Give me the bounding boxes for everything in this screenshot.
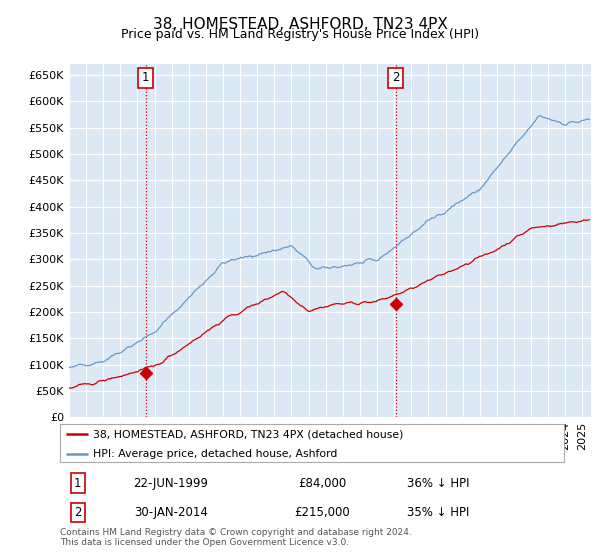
Text: 38, HOMESTEAD, ASHFORD, TN23 4PX: 38, HOMESTEAD, ASHFORD, TN23 4PX — [152, 17, 448, 32]
Text: 36% ↓ HPI: 36% ↓ HPI — [407, 477, 469, 490]
Text: 2: 2 — [392, 71, 399, 84]
Text: 22-JUN-1999: 22-JUN-1999 — [133, 477, 208, 490]
Text: 38, HOMESTEAD, ASHFORD, TN23 4PX (detached house): 38, HOMESTEAD, ASHFORD, TN23 4PX (detach… — [93, 429, 403, 439]
Text: £215,000: £215,000 — [294, 506, 350, 519]
Text: 30-JAN-2014: 30-JAN-2014 — [134, 506, 208, 519]
Text: 2: 2 — [74, 506, 82, 519]
Text: 35% ↓ HPI: 35% ↓ HPI — [407, 506, 469, 519]
Text: 1: 1 — [74, 477, 82, 490]
Text: HPI: Average price, detached house, Ashford: HPI: Average price, detached house, Ashf… — [93, 449, 337, 459]
Text: Contains HM Land Registry data © Crown copyright and database right 2024.
This d: Contains HM Land Registry data © Crown c… — [60, 528, 412, 548]
Text: Price paid vs. HM Land Registry's House Price Index (HPI): Price paid vs. HM Land Registry's House … — [121, 28, 479, 41]
Text: 1: 1 — [142, 71, 149, 84]
Text: £84,000: £84,000 — [298, 477, 346, 490]
